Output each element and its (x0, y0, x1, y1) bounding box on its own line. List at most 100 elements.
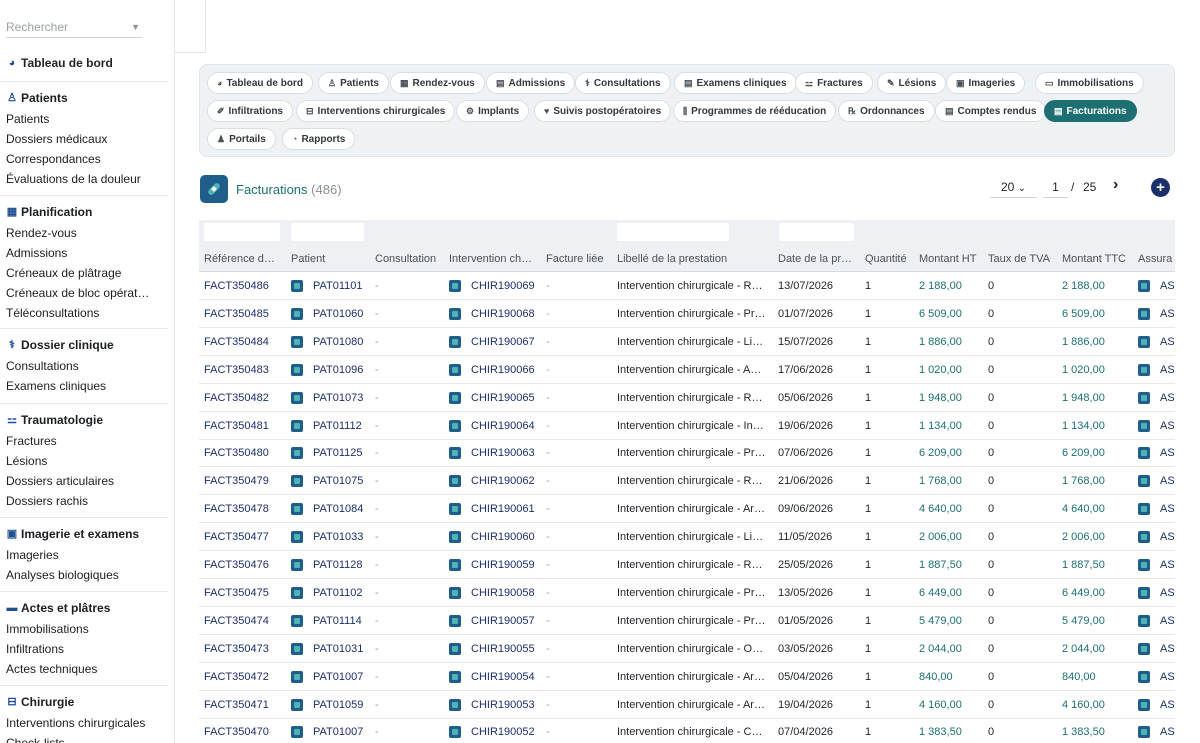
tab-interventions-chirurgicales[interactable]: ⊟ Interventions chirurgicales (296, 100, 456, 122)
column-header[interactable]: Intervention ch… (449, 253, 533, 265)
reference-link[interactable]: FACT350476 (204, 559, 269, 571)
sidebar-item[interactable]: Consultations (6, 359, 79, 373)
tab-infiltrations[interactable]: ✐ Infiltrations (207, 100, 293, 122)
tab-lésions[interactable]: ✎ Lésions (877, 72, 947, 94)
tab-admissions[interactable]: ▤ Admissions (486, 72, 576, 94)
table-row[interactable]: FACT350482 PAT01073- CHIR190065- Interventi… (199, 384, 1175, 412)
tab-tableau-de-bord[interactable]: ◕ Tableau de bord (207, 72, 313, 94)
column-header[interactable]: Consultation (375, 253, 437, 265)
tab-patients[interactable]: ♙ Patients (318, 72, 389, 94)
patient-link[interactable]: PAT01060 (313, 307, 364, 320)
tab-examens-cliniques[interactable]: ▤ Examens cliniques (674, 72, 797, 94)
insurer-link[interactable]: AS (1160, 447, 1175, 460)
sidebar-item[interactable]: Examens cliniques (6, 379, 107, 393)
filter-libelle-input[interactable] (617, 223, 729, 241)
insurer-link[interactable]: AS (1160, 307, 1175, 320)
column-header[interactable]: Montant HT (919, 253, 977, 265)
add-record-button[interactable]: + (1151, 178, 1170, 197)
insurer-link[interactable]: AS (1160, 391, 1175, 404)
insurer-link[interactable]: AS (1160, 280, 1175, 292)
intervention-link[interactable]: CHIR190065 (471, 391, 535, 404)
table-row[interactable]: FACT350472 PAT01007- CHIR190054- Interventi… (199, 663, 1175, 691)
patient-link[interactable]: PAT01101 (313, 280, 363, 292)
patient-link[interactable]: PAT01084 (313, 503, 364, 516)
tab-implants[interactable]: ⚙ Implants (456, 100, 530, 122)
intervention-link[interactable]: CHIR190052 (471, 726, 535, 739)
search-input[interactable]: Rechercher ▼ (6, 16, 142, 38)
column-header[interactable]: Référence d… (204, 253, 275, 265)
reference-link[interactable]: FACT350471 (204, 698, 269, 711)
tab-comptes-rendus[interactable]: ▤ Comptes rendus (935, 100, 1047, 122)
column-header[interactable]: Libellé de la prestation (617, 253, 728, 265)
table-row[interactable]: FACT350476 PAT01128- CHIR190059- Interventi… (199, 551, 1175, 579)
tab-ordonnances[interactable]: ℞ Ordonnances (838, 100, 935, 122)
intervention-link[interactable]: CHIR190061 (471, 503, 535, 516)
tab-rapports[interactable]: ◔ Rapports (282, 128, 356, 150)
reference-link[interactable]: FACT350485 (204, 307, 269, 320)
tab-immobilisations[interactable]: ▭ Immobilisations (1035, 72, 1144, 94)
reference-link[interactable]: FACT350477 (204, 531, 269, 544)
table-row[interactable]: FACT350478 PAT01084- CHIR190061- Interventi… (199, 495, 1175, 524)
reference-link[interactable]: FACT350473 (204, 642, 269, 655)
table-row[interactable]: FACT350477 PAT01033- CHIR190060- Interventi… (199, 523, 1175, 552)
insurer-link[interactable]: AS (1160, 363, 1175, 376)
table-row[interactable]: FACT350486 PAT01101- CHIR190069- Interventi… (199, 272, 1175, 300)
reference-link[interactable]: FACT350482 (204, 391, 269, 404)
column-header[interactable]: Assura (1138, 253, 1173, 265)
column-header[interactable]: Montant TTC (1062, 253, 1126, 265)
table-row[interactable]: FACT350473 PAT01031- CHIR190055- Interventi… (199, 635, 1175, 663)
table-row[interactable]: FACT350484 PAT01080- CHIR190067- Interventi… (199, 328, 1175, 356)
insurer-link[interactable]: AS (1160, 586, 1175, 599)
insurer-link[interactable]: AS (1160, 726, 1175, 739)
patient-link[interactable]: PAT01080 (313, 335, 364, 348)
sidebar-item[interactable]: Fractures (6, 434, 57, 448)
patient-link[interactable]: PAT01112 (313, 419, 362, 432)
insurer-link[interactable]: AS (1160, 642, 1175, 655)
sidebar-item[interactable]: Dossiers médicaux (6, 132, 108, 146)
reference-link[interactable]: FACT350481 (204, 419, 269, 432)
intervention-link[interactable]: CHIR190068 (471, 307, 535, 320)
sidebar-item[interactable]: Dossiers rachis (6, 494, 89, 508)
insurer-link[interactable]: AS (1160, 419, 1175, 432)
sidebar-item[interactable]: Interventions chirurgicales (6, 716, 146, 730)
sidebar-item[interactable]: Actes techniques (6, 662, 98, 676)
table-row[interactable]: FACT350474 PAT01114- CHIR190057- Interventi… (199, 607, 1175, 635)
sidebar-item[interactable]: Imageries (6, 548, 59, 562)
patient-link[interactable]: PAT01075 (313, 475, 364, 488)
patient-link[interactable]: PAT01007 (313, 670, 364, 683)
intervention-link[interactable]: CHIR190063 (471, 447, 535, 460)
insurer-link[interactable]: AS (1160, 614, 1175, 627)
filter-patient-input[interactable] (291, 223, 364, 241)
table-row[interactable]: FACT350485 PAT01060- CHIR190068- Interventi… (199, 300, 1175, 328)
intervention-link[interactable]: CHIR190058 (471, 586, 535, 599)
sidebar-item[interactable]: Admissions (6, 246, 68, 260)
patient-link[interactable]: PAT01059 (313, 698, 364, 711)
tab-portails[interactable]: ♟ Portails (207, 128, 276, 150)
reference-link[interactable]: FACT350475 (204, 586, 269, 599)
sidebar-item[interactable]: Patients (6, 112, 50, 126)
insurer-link[interactable]: AS (1160, 531, 1175, 544)
reference-link[interactable]: FACT350470 (204, 726, 269, 739)
patient-link[interactable]: PAT01033 (313, 531, 364, 544)
column-header[interactable]: Taux de TVA (988, 253, 1050, 265)
intervention-link[interactable]: CHIR190066 (471, 363, 535, 376)
sidebar-item[interactable]: Rendez-vous (6, 226, 77, 240)
tab-fractures[interactable]: ⚍ Fractures (795, 72, 873, 94)
reference-link[interactable]: FACT350484 (204, 335, 269, 348)
table-row[interactable]: FACT350483 PAT01096- CHIR190066- Interventi… (199, 356, 1175, 384)
intervention-link[interactable]: CHIR190055 (471, 642, 535, 655)
sidebar-item[interactable]: Analyses biologiques (6, 568, 119, 582)
column-header[interactable]: Quantité (865, 253, 907, 265)
tab-imageries[interactable]: ▣ Imageries (946, 72, 1026, 94)
intervention-link[interactable]: CHIR190057 (471, 614, 535, 627)
intervention-link[interactable]: CHIR190062 (471, 475, 535, 488)
reference-link[interactable]: FACT350483 (204, 363, 269, 376)
sidebar-item[interactable]: Lésions (6, 454, 48, 468)
patient-link[interactable]: PAT01102 (313, 586, 363, 599)
insurer-link[interactable]: AS (1160, 475, 1175, 488)
intervention-link[interactable]: CHIR190069 (471, 280, 535, 292)
reference-link[interactable]: FACT350486 (204, 280, 269, 292)
intervention-link[interactable]: CHIR190054 (471, 670, 535, 683)
sidebar-item[interactable]: Créneaux de bloc opérat… (6, 286, 150, 300)
reference-link[interactable]: FACT350480 (204, 447, 269, 460)
